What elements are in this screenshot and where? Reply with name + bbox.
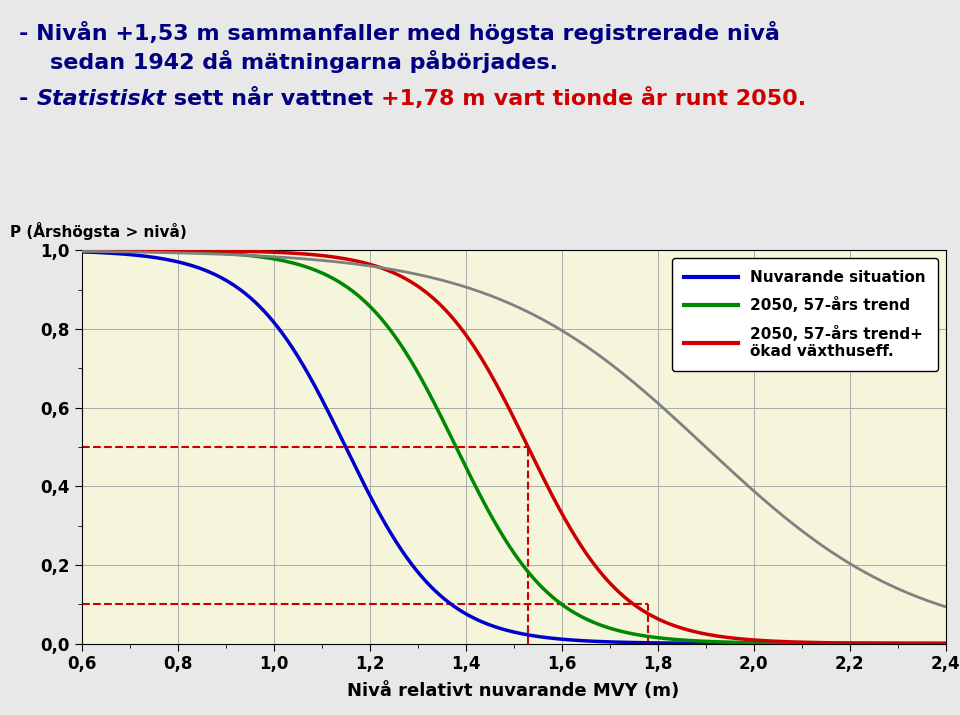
Text: Statistiskt: Statistiskt: [36, 89, 166, 109]
X-axis label: Nivå relativt nuvarande MVY (m): Nivå relativt nuvarande MVY (m): [348, 681, 680, 700]
Text: vart tionde år runt 2050.: vart tionde år runt 2050.: [486, 89, 805, 109]
Legend: Nuvarande situation, 2050, 57-års trend, 2050, 57-års trend+
ökad växthuseff.: Nuvarande situation, 2050, 57-års trend,…: [672, 258, 938, 371]
Text: +1,78 m: +1,78 m: [381, 89, 486, 109]
Text: P (Årshögsta > nivå): P (Årshögsta > nivå): [10, 222, 186, 240]
Text: sett når vattnet: sett når vattnet: [166, 89, 381, 109]
Text: - Nivån +1,53 m sammanfaller med högsta registrerade nivå: - Nivån +1,53 m sammanfaller med högsta …: [19, 21, 780, 44]
Text: sedan 1942 då mätningarna påbörjades.: sedan 1942 då mätningarna påbörjades.: [19, 50, 558, 73]
Text: -: -: [19, 89, 36, 109]
